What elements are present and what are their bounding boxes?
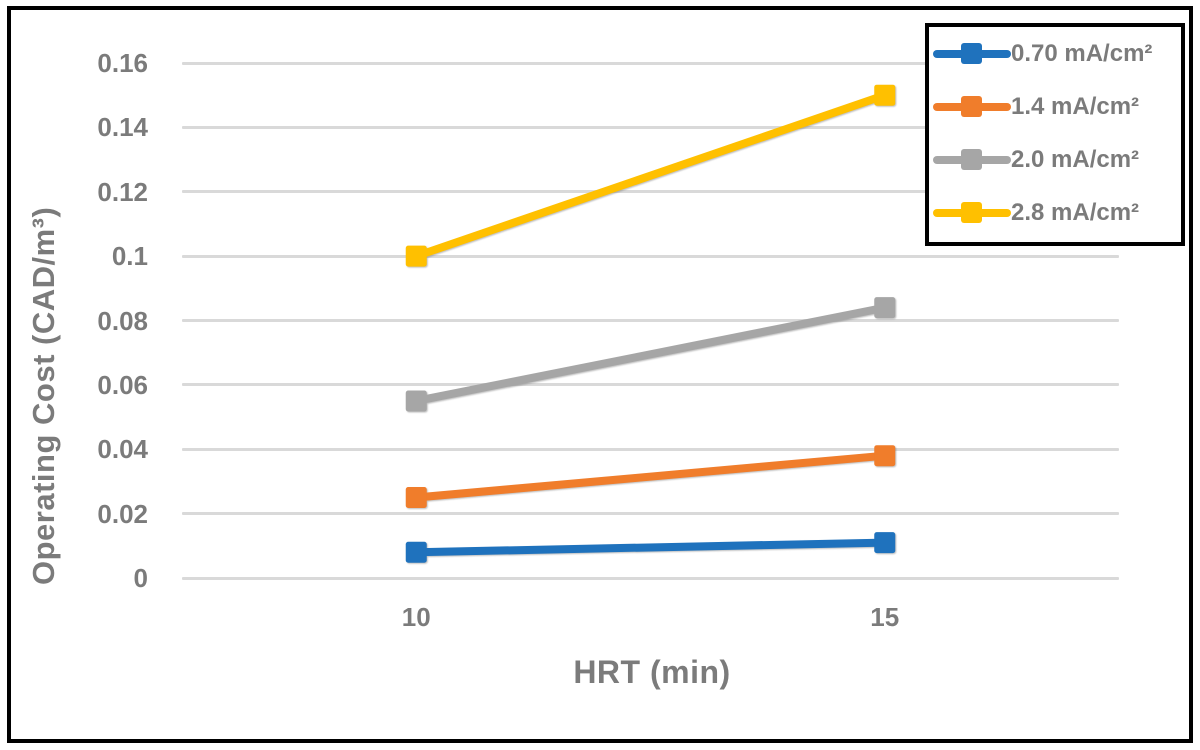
gridline xyxy=(182,576,1119,580)
x-tick-label: 10 xyxy=(401,602,431,632)
data-point-marker xyxy=(874,297,896,319)
gridline xyxy=(182,125,1119,129)
legend-label: 2.8 mA/cm² xyxy=(1011,199,1140,226)
gridline xyxy=(182,254,1119,258)
y-tick-label: 0 xyxy=(133,563,148,593)
gridline xyxy=(182,319,1119,322)
data-point-marker xyxy=(405,390,427,412)
plot-area xyxy=(182,61,1119,580)
x-axis-title: HRT (min) xyxy=(573,654,731,690)
legend-label: 0.70 mA/cm² xyxy=(1011,40,1153,67)
series-plot xyxy=(405,84,896,563)
y-tick-label: 0.14 xyxy=(97,112,148,143)
legend-item-2: 2.0 mA/cm² xyxy=(933,145,1181,175)
legend-line-marker-swatch xyxy=(933,146,1011,174)
series-line-1 xyxy=(405,445,896,509)
series-line-3 xyxy=(405,84,896,267)
series-line-2 xyxy=(405,297,896,412)
gridline xyxy=(182,512,1119,516)
legend-item-1: 1.4 mA/cm² xyxy=(933,92,1181,122)
data-point-marker xyxy=(405,487,427,509)
y-tick-label: 0.12 xyxy=(97,176,148,207)
y-tick-label: 0.04 xyxy=(97,434,148,465)
gridline xyxy=(182,383,1119,387)
legend-item-3: 2.8 mA/cm² xyxy=(933,198,1181,228)
legend-item-0: 0.70 mA/cm² xyxy=(933,39,1181,69)
legend-label: 2.0 mA/cm² xyxy=(1011,146,1140,173)
gridline xyxy=(182,447,1119,451)
data-point-marker xyxy=(874,445,896,467)
y-tick-label: 0.1 xyxy=(111,241,148,272)
x-tick-label: 15 xyxy=(870,602,900,632)
data-point-marker xyxy=(874,84,896,106)
gridline xyxy=(182,190,1119,194)
legend-line-marker-swatch xyxy=(933,40,1011,68)
legend-line-marker-swatch xyxy=(933,93,1011,121)
y-tick-label: 0.06 xyxy=(97,369,148,400)
legend-label: 1.4 mA/cm² xyxy=(1011,93,1140,120)
data-point-marker xyxy=(874,532,896,554)
legend-line-marker-swatch xyxy=(933,199,1011,227)
gridline xyxy=(182,61,1119,65)
y-tick-label: 0.02 xyxy=(97,498,148,529)
data-point-marker xyxy=(405,541,427,563)
y-tick-label: 0.16 xyxy=(97,48,148,78)
y-tick-label: 0.08 xyxy=(97,305,148,336)
legend: 0.70 mA/cm² 1.4 mA/cm² 2.0 mA/cm² 2.8 mA/cm… xyxy=(925,23,1185,246)
data-point-marker xyxy=(405,245,427,267)
series-line-0 xyxy=(405,532,896,563)
